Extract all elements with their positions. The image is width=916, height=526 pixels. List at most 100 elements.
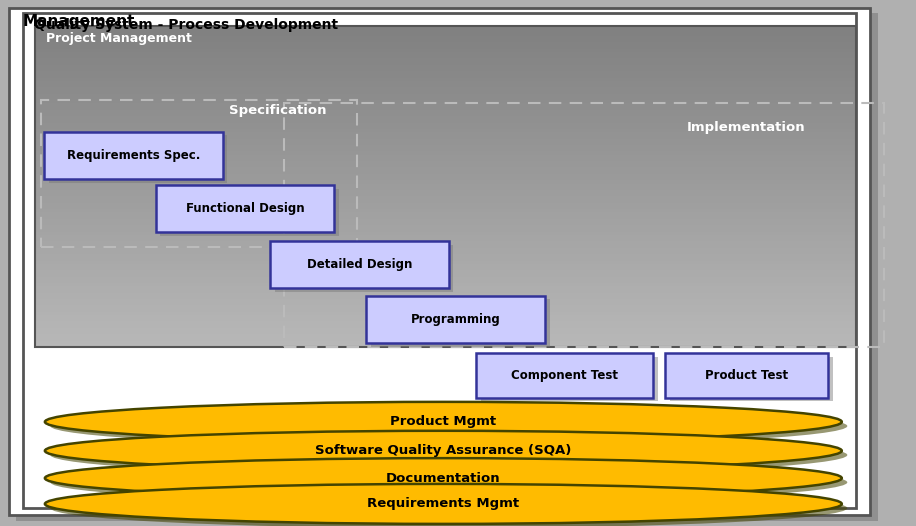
Bar <box>35 160 856 164</box>
Ellipse shape <box>45 402 842 442</box>
Bar <box>35 215 856 219</box>
Bar <box>35 151 856 155</box>
Text: Documentation: Documentation <box>386 472 501 484</box>
Text: Product Test: Product Test <box>705 369 788 382</box>
Bar <box>35 125 856 129</box>
Bar <box>35 48 856 52</box>
Bar <box>160 189 339 236</box>
Bar <box>35 99 856 103</box>
Bar <box>35 244 856 248</box>
Bar <box>35 212 856 216</box>
Bar <box>35 106 856 110</box>
Bar <box>35 225 856 228</box>
Bar <box>35 241 856 245</box>
Ellipse shape <box>50 406 847 446</box>
Bar <box>35 315 856 318</box>
Bar <box>35 286 856 289</box>
Text: Product Mgmt: Product Mgmt <box>390 416 496 428</box>
Bar <box>35 221 856 225</box>
Bar <box>35 235 856 238</box>
Bar <box>35 299 856 302</box>
Bar <box>35 289 856 292</box>
Text: Requirements Spec.: Requirements Spec. <box>67 149 200 161</box>
Bar <box>35 157 856 161</box>
Bar <box>35 74 856 78</box>
Bar <box>35 77 856 81</box>
Bar <box>35 26 856 347</box>
Bar <box>35 302 856 306</box>
Bar <box>35 32 856 36</box>
Bar <box>35 209 856 213</box>
Text: Programming: Programming <box>411 313 500 326</box>
Ellipse shape <box>50 488 847 526</box>
Bar <box>35 61 856 65</box>
Bar <box>35 250 856 254</box>
Bar <box>35 231 856 235</box>
Bar <box>270 241 449 288</box>
Bar <box>670 357 833 401</box>
Bar <box>35 45 856 49</box>
Bar <box>35 308 856 312</box>
Bar <box>35 116 856 119</box>
Bar <box>35 170 856 174</box>
Bar <box>35 292 856 296</box>
Bar <box>35 276 856 280</box>
Bar <box>284 103 884 347</box>
Bar <box>35 145 856 148</box>
Bar <box>35 55 856 58</box>
Bar <box>35 279 856 283</box>
Bar <box>35 193 856 196</box>
Bar <box>35 199 856 203</box>
Bar <box>35 42 856 46</box>
Ellipse shape <box>50 462 847 502</box>
Bar <box>35 321 856 325</box>
Bar <box>35 327 856 331</box>
Bar <box>35 141 856 145</box>
Bar <box>35 138 856 142</box>
Bar <box>35 58 856 62</box>
Bar <box>35 177 856 180</box>
Text: Detailed Design: Detailed Design <box>307 258 412 271</box>
Text: Component Test: Component Test <box>511 369 618 382</box>
Ellipse shape <box>50 435 847 475</box>
Text: Functional Design: Functional Design <box>186 203 304 215</box>
Bar <box>35 70 856 74</box>
Bar <box>35 35 856 39</box>
Bar <box>35 238 856 241</box>
Bar <box>35 247 856 251</box>
Bar <box>44 132 223 179</box>
Bar <box>35 154 856 158</box>
Bar <box>35 318 856 321</box>
Bar <box>35 180 856 184</box>
Bar <box>35 84 856 87</box>
Bar <box>35 331 856 335</box>
Bar <box>35 87 856 90</box>
Bar <box>35 343 856 347</box>
Bar <box>35 263 856 267</box>
Text: Project Management: Project Management <box>46 32 191 45</box>
Bar <box>35 52 856 55</box>
Bar <box>35 90 856 94</box>
Text: Implementation: Implementation <box>687 121 806 134</box>
Bar <box>35 135 856 139</box>
Bar <box>35 183 856 187</box>
Text: Specification: Specification <box>229 104 326 117</box>
Bar <box>35 257 856 260</box>
Bar <box>35 128 856 132</box>
Text: Management: Management <box>23 14 136 29</box>
Bar <box>35 254 856 257</box>
Bar <box>35 228 856 231</box>
Bar <box>35 202 856 206</box>
Bar <box>35 273 856 277</box>
Bar <box>35 282 856 286</box>
Bar <box>35 340 856 344</box>
Text: Quality System - Process Development: Quality System - Process Development <box>34 18 338 33</box>
Bar <box>35 109 856 113</box>
Bar <box>371 299 550 347</box>
Bar <box>35 103 856 106</box>
Bar <box>35 324 856 328</box>
Bar <box>35 196 856 199</box>
Bar <box>35 189 856 193</box>
Bar <box>35 167 856 170</box>
Bar <box>156 185 334 232</box>
